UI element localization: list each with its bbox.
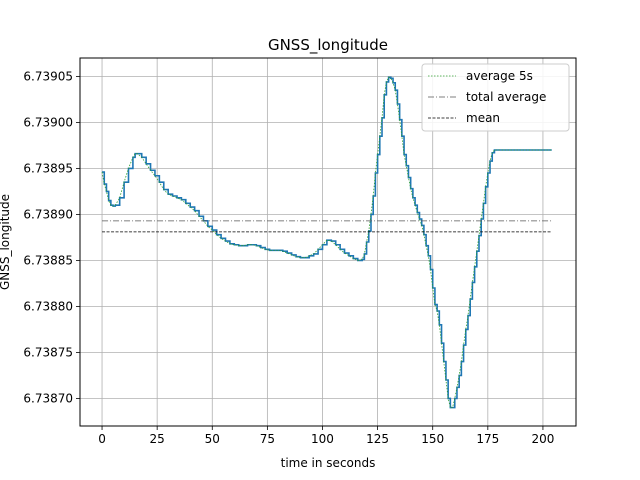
legend-label-mean: mean [466,111,500,125]
x-tick-label: 75 [260,432,275,446]
series-layer [101,76,552,409]
y-tick-label: 6.73880 [23,299,73,313]
x-tick-label: 25 [150,432,165,446]
legend-label-total-average: total average [466,90,546,104]
y-tick-label: 6.73905 [23,69,73,83]
x-tick-label: 0 [98,432,106,446]
y-tick-label: 6.73890 [23,207,73,221]
legend-label-average-5s: average 5s [466,69,533,83]
grid-layer [80,58,576,426]
legend: average 5s total average mean [421,63,570,132]
legend-box [421,63,570,132]
series-line-average-5s [101,76,552,408]
y-tick-label: 6.73885 [23,253,73,267]
x-tick-label: 150 [421,432,444,446]
x-tick-label: 200 [531,432,554,446]
x-tick-label: 125 [366,432,389,446]
y-tick-label: 6.73900 [23,115,73,129]
y-tick-label: 6.73895 [23,161,73,175]
y-tick-label: 6.73870 [23,391,73,405]
x-tick-label: 175 [476,432,499,446]
tick-layer: 0 25 50 75 100 125 150 175 200 6.73870 6.73875 6.73… [23,69,554,446]
chart-title: GNSS_longitude [268,36,388,55]
axes-frame [79,57,577,427]
x-tick-label: 50 [205,432,220,446]
y-tick-label: 6.73875 [23,345,73,359]
x-tick-label: 100 [311,432,334,446]
y-axis-label: GNSS_longitude [0,194,12,290]
x-axis-label: time in seconds [281,456,376,470]
